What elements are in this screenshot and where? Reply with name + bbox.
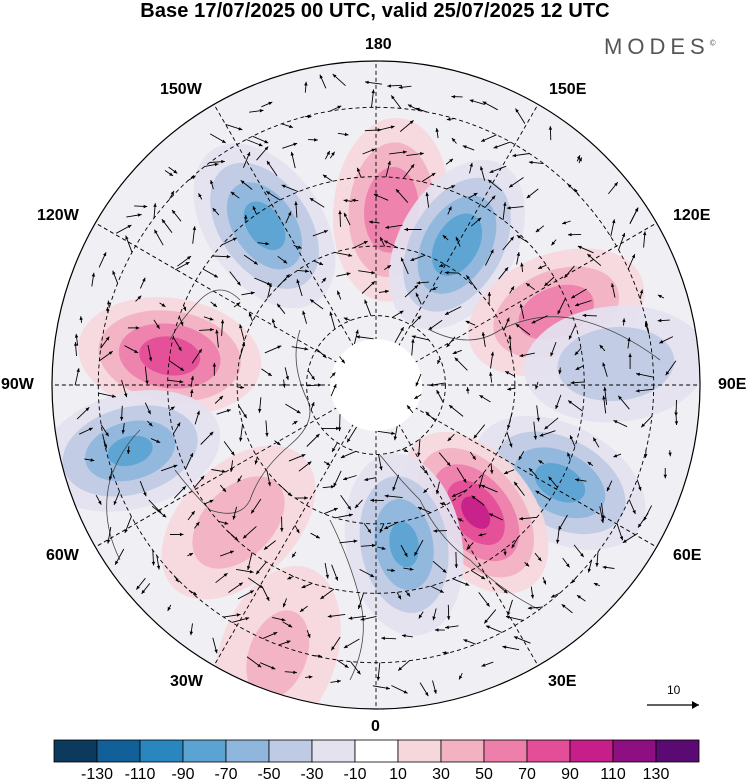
- colorbar-tick-label: 110: [600, 766, 626, 784]
- colorbar-tick-label: -30: [300, 766, 323, 784]
- longitude-label-30w: 30W: [170, 673, 203, 691]
- colorbar-swatch: [484, 740, 527, 762]
- colorbar-swatch: [183, 740, 226, 762]
- colorbar-swatch: [441, 740, 484, 762]
- colorbar-tick-label: 130: [643, 766, 670, 784]
- colorbar-tick-label: -110: [125, 766, 156, 784]
- brand-text: MODES: [604, 34, 710, 59]
- reference-arrow-head: [692, 701, 699, 709]
- colorbar-tick-label: 30: [432, 766, 450, 784]
- colorbar-swatch: [355, 740, 398, 762]
- colorbar-swatch: [226, 740, 269, 762]
- longitude-label-0: 0: [371, 718, 380, 736]
- colorbar: [54, 740, 699, 762]
- colorbar-tick-label: -70: [214, 766, 237, 784]
- colorbar-swatch: [527, 740, 570, 762]
- longitude-label-150w: 150W: [160, 81, 202, 99]
- colorbar-swatch: [570, 740, 613, 762]
- colorbar-tick-label: 50: [475, 766, 493, 784]
- longitude-label-90w: 90W: [1, 376, 34, 394]
- colorbar-tick-label: -50: [257, 766, 280, 784]
- longitude-label-90e: 90E: [718, 376, 746, 394]
- colorbar-swatch: [613, 740, 656, 762]
- colorbar-tick-label: 90: [561, 766, 579, 784]
- longitude-label-180: 180: [365, 36, 392, 54]
- colorbar-tick-label: -10: [343, 766, 366, 784]
- reference-vector: [647, 701, 699, 709]
- colorbar-swatch: [269, 740, 312, 762]
- colorbar-tick-label: -130: [81, 766, 113, 784]
- longitude-label-60w: 60W: [46, 547, 79, 565]
- longitude-label-30e: 30E: [548, 673, 576, 691]
- colorbar-tick-label: -90: [171, 766, 194, 784]
- colorbar-tick-label: 70: [518, 766, 536, 784]
- colorbar-tick-label: 10: [389, 766, 407, 784]
- longitude-label-120w: 120W: [37, 207, 79, 225]
- brand-logo: MODES©: [604, 34, 716, 60]
- longitude-label-150e: 150E: [549, 81, 586, 99]
- reference-vector-label: 10: [667, 683, 680, 697]
- polar-map: [26, 61, 712, 761]
- longitude-label-60e: 60E: [673, 547, 701, 565]
- colorbar-swatch: [54, 740, 97, 762]
- longitude-label-120e: 120E: [673, 207, 710, 225]
- colorbar-swatch: [140, 740, 183, 762]
- chart-title: Base 17/07/2025 00 UTC, valid 25/07/2025…: [0, 0, 750, 23]
- brand-mark: ©: [710, 39, 716, 48]
- pole-circle: [330, 339, 422, 431]
- colorbar-swatch: [97, 740, 140, 762]
- colorbar-swatch: [398, 740, 441, 762]
- colorbar-swatch: [656, 740, 699, 762]
- colorbar-swatch: [312, 740, 355, 762]
